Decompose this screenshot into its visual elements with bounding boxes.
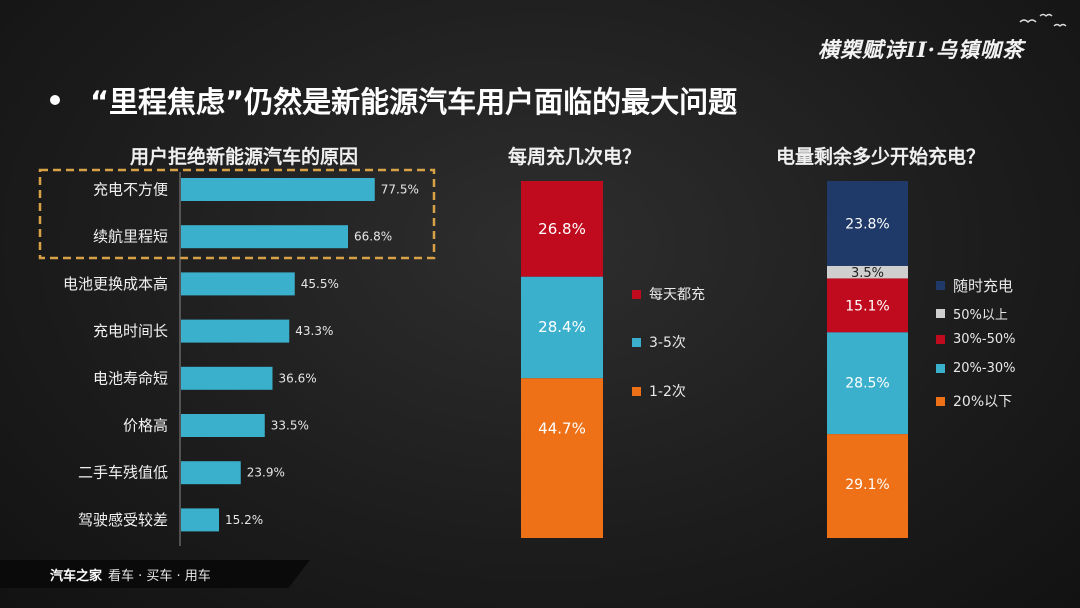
legend-item-30-50: 30%-50% [936,332,1015,347]
stacked-value-label: 29.1% [845,477,889,493]
legend-swatch-anytime [936,281,945,290]
stacked-segment [521,276,603,379]
reason-bar [181,178,375,201]
legend-label-above50: 50%以上 [953,308,1008,323]
footer-banner: 汽车之家 看车 · 买车 · 用车 [0,560,310,588]
legend-item-3-5: 3-5次 [632,332,686,352]
stacked-segment [827,278,908,333]
chart-title-frequency: 每周充几次电？ [508,146,642,168]
bullet-icon [50,95,60,105]
legend-label-below20: 20%以下 [953,394,1013,410]
legend-swatch-30-50 [936,335,945,344]
legend-label-30-50: 30%-50% [953,332,1016,347]
stacked-value-label: 23.8% [845,216,889,232]
reason-category-label: 续航里程短 [93,228,168,246]
legend-swatch-daily [632,289,641,299]
highlight-box [38,168,436,260]
stacked-segment [827,332,908,435]
stacked-value-label: 3.5% [851,266,884,281]
legend-label-20-30: 20%-30% [953,361,1016,376]
stacked-segment [827,434,908,538]
stacked-value-label: 44.7% [538,419,586,437]
reason-value-label: 23.9% [247,466,285,480]
title-row: “里程焦虑”仍然是新能源汽车用户面临的最大问题 [50,80,737,120]
legend-swatch-1-2 [632,386,641,396]
reason-bar [181,366,273,390]
reason-bar [181,461,241,485]
legend-item-20-30: 20%-30% [936,361,1015,376]
legend-item-daily: 每天都充 [632,284,705,304]
legend-swatch-below20 [936,396,945,406]
reason-category-label: 驾驶感受较差 [78,511,168,529]
chart-title-reasons: 用户拒绝新能源汽车的原因 [130,146,359,168]
stacked-value-label: 15.1% [845,298,889,314]
reason-value-label: 45.5% [301,277,339,291]
legend-item-anytime: 随时充电 [936,275,1013,296]
reason-category-label: 电池更换成本高 [63,275,168,293]
stacked-segment [521,378,603,538]
reason-value-label: 66.8% [354,230,392,244]
reason-bar [181,225,348,249]
reason-bar [181,414,265,437]
legend-label-daily: 每天都充 [649,287,705,303]
reason-value-label: 15.2% [225,513,263,527]
legend-label-3-5: 3-5次 [649,335,686,351]
legend-swatch-3-5 [632,337,641,347]
reason-category-label: 充电时间长 [93,322,168,340]
stacked-value-label: 28.5% [845,375,889,391]
stacked-value-label: 28.4% [538,318,586,336]
chart-title-charge-level: 电量剩余多少开始充电？ [776,146,986,168]
reason-category-label: 充电不方便 [93,181,168,199]
legend-item-above50: 50%以上 [936,304,1008,323]
legend-label-1-2: 1-2次 [649,384,686,400]
reason-value-label: 33.5% [271,419,309,433]
reason-value-label: 43.3% [295,324,333,338]
legend-swatch-above50 [936,309,945,318]
reason-value-label: 36.6% [279,371,317,385]
legend-swatch-20-30 [936,364,945,373]
reason-bar [181,508,219,532]
footer-slogan: 看车 · 买车 · 用车 [108,568,211,584]
legend-item-1-2: 1-2次 [632,381,686,401]
legend-label-anytime: 随时充电 [953,277,1014,295]
birds-icon [1019,13,1067,27]
page-title: “里程焦虑”仍然是新能源汽车用户面临的最大问题 [90,85,738,119]
brand-logo: 横槊赋诗II·乌镇咖茶 [818,37,1024,62]
stacked-value-label: 26.8% [538,220,586,238]
reason-bar [181,272,295,296]
reason-value-label: 77.5% [381,183,419,197]
reason-category-label: 二手车残值低 [78,464,168,482]
legend-item-below20: 20%以下 [936,391,1012,411]
reason-category-label: 价格高 [123,417,168,435]
footer-brand: 汽车之家 [50,568,103,584]
reason-bar [181,319,290,343]
reason-category-label: 电池寿命短 [93,369,168,387]
stacked-segment [827,181,908,266]
stacked-segment [521,181,603,277]
stacked-segment [827,265,908,279]
